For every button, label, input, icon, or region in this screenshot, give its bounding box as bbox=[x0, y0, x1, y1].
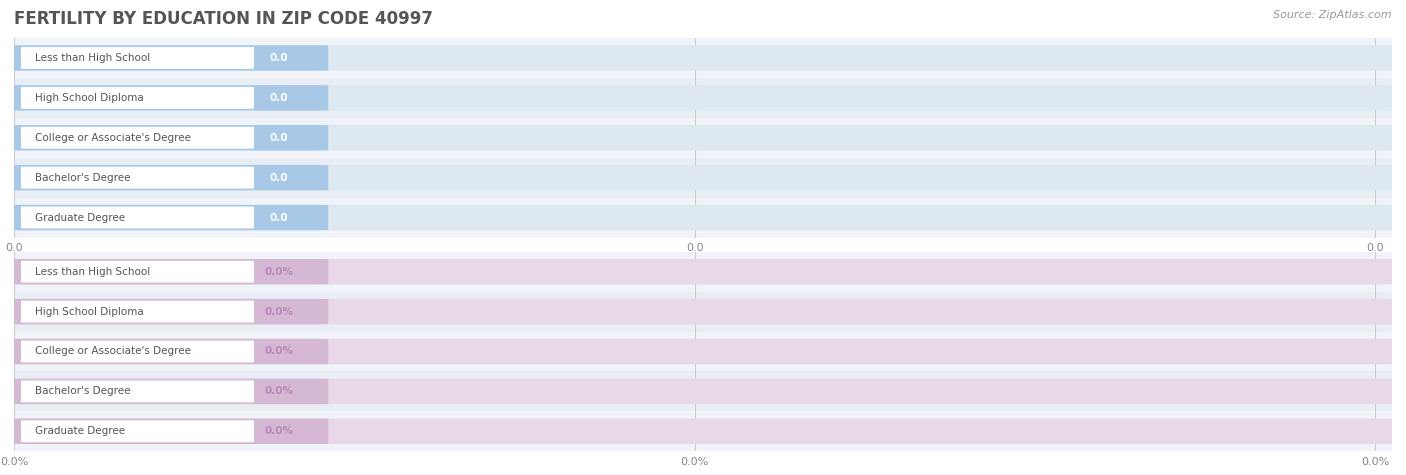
FancyBboxPatch shape bbox=[10, 259, 328, 285]
Bar bbox=[14, 158, 1392, 198]
FancyBboxPatch shape bbox=[21, 47, 254, 69]
FancyBboxPatch shape bbox=[7, 85, 1396, 111]
Text: 0.0: 0.0 bbox=[270, 93, 288, 103]
Text: Graduate Degree: Graduate Degree bbox=[35, 426, 125, 437]
FancyBboxPatch shape bbox=[10, 165, 328, 190]
Text: 0.0: 0.0 bbox=[270, 53, 288, 63]
FancyBboxPatch shape bbox=[7, 259, 1396, 285]
Text: 0.0: 0.0 bbox=[270, 172, 288, 183]
Bar bbox=[14, 411, 1392, 451]
FancyBboxPatch shape bbox=[21, 341, 254, 362]
Text: Graduate Degree: Graduate Degree bbox=[35, 212, 125, 223]
FancyBboxPatch shape bbox=[10, 339, 328, 364]
FancyBboxPatch shape bbox=[10, 379, 328, 404]
Bar bbox=[14, 198, 1392, 238]
FancyBboxPatch shape bbox=[10, 418, 328, 444]
Text: 0.0: 0.0 bbox=[270, 133, 288, 143]
FancyBboxPatch shape bbox=[7, 125, 1396, 151]
Bar bbox=[14, 38, 1392, 78]
Bar bbox=[14, 332, 1392, 371]
FancyBboxPatch shape bbox=[21, 301, 254, 323]
Text: 0.0: 0.0 bbox=[270, 212, 288, 223]
Text: High School Diploma: High School Diploma bbox=[35, 306, 143, 317]
FancyBboxPatch shape bbox=[21, 127, 254, 149]
Text: 0.0%: 0.0% bbox=[264, 306, 294, 317]
Bar bbox=[14, 252, 1392, 292]
Text: 0.0%: 0.0% bbox=[264, 266, 294, 277]
FancyBboxPatch shape bbox=[21, 380, 254, 402]
FancyBboxPatch shape bbox=[21, 167, 254, 189]
FancyBboxPatch shape bbox=[10, 85, 328, 111]
FancyBboxPatch shape bbox=[7, 205, 1396, 230]
FancyBboxPatch shape bbox=[21, 207, 254, 228]
Bar bbox=[14, 118, 1392, 158]
Text: 0.0%: 0.0% bbox=[264, 426, 294, 437]
FancyBboxPatch shape bbox=[7, 45, 1396, 71]
FancyBboxPatch shape bbox=[10, 299, 328, 324]
Text: Bachelor's Degree: Bachelor's Degree bbox=[35, 172, 131, 183]
Text: College or Associate's Degree: College or Associate's Degree bbox=[35, 133, 191, 143]
Bar bbox=[14, 292, 1392, 332]
Text: Source: ZipAtlas.com: Source: ZipAtlas.com bbox=[1274, 10, 1392, 19]
Text: Less than High School: Less than High School bbox=[35, 53, 150, 63]
FancyBboxPatch shape bbox=[21, 87, 254, 109]
Bar bbox=[14, 78, 1392, 118]
Bar bbox=[14, 371, 1392, 411]
FancyBboxPatch shape bbox=[7, 299, 1396, 324]
FancyBboxPatch shape bbox=[10, 125, 328, 151]
FancyBboxPatch shape bbox=[21, 261, 254, 283]
FancyBboxPatch shape bbox=[7, 165, 1396, 190]
Text: 0.0%: 0.0% bbox=[264, 386, 294, 397]
FancyBboxPatch shape bbox=[10, 45, 328, 71]
FancyBboxPatch shape bbox=[7, 418, 1396, 444]
FancyBboxPatch shape bbox=[10, 205, 328, 230]
Text: Bachelor's Degree: Bachelor's Degree bbox=[35, 386, 131, 397]
FancyBboxPatch shape bbox=[21, 420, 254, 442]
Text: High School Diploma: High School Diploma bbox=[35, 93, 143, 103]
Text: 0.0%: 0.0% bbox=[264, 346, 294, 357]
Text: College or Associate's Degree: College or Associate's Degree bbox=[35, 346, 191, 357]
FancyBboxPatch shape bbox=[7, 379, 1396, 404]
Text: Less than High School: Less than High School bbox=[35, 266, 150, 277]
Text: FERTILITY BY EDUCATION IN ZIP CODE 40997: FERTILITY BY EDUCATION IN ZIP CODE 40997 bbox=[14, 10, 433, 28]
FancyBboxPatch shape bbox=[7, 339, 1396, 364]
